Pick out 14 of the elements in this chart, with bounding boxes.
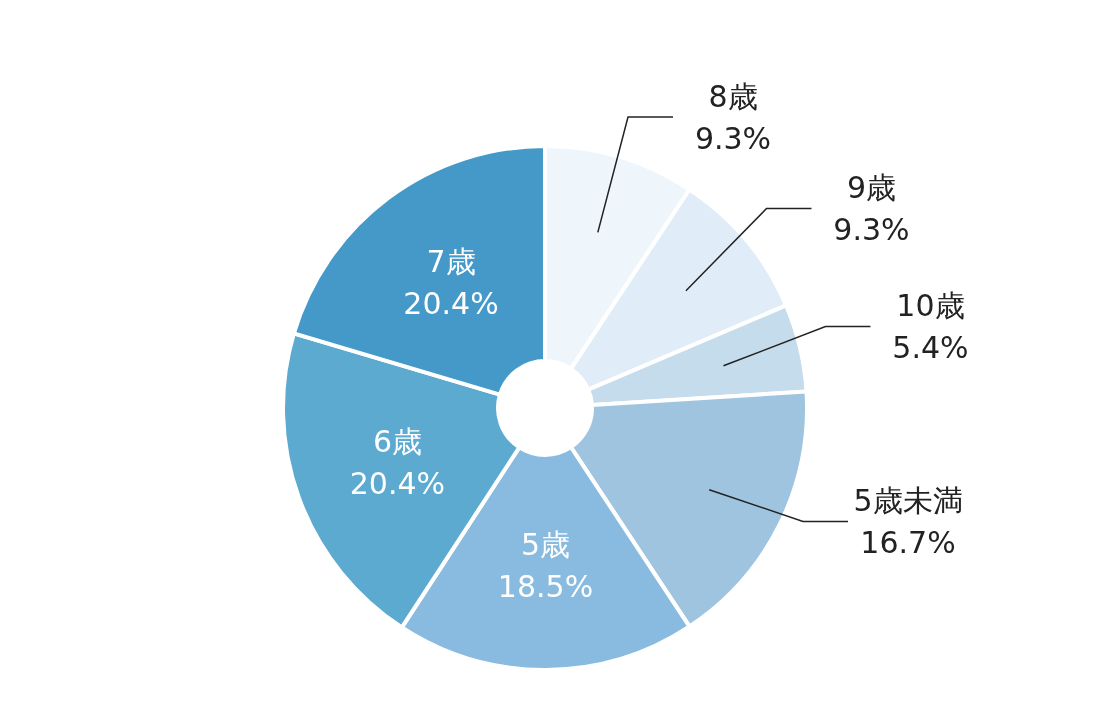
slice-label: 8歳 [708,78,758,114]
data-label: 20.4% [349,465,446,501]
slice-label: 5歳 [520,526,571,562]
slice-label: 9歳 [846,170,897,206]
data-label: 9.3% [694,120,772,156]
data-label: 16.7% [860,524,956,560]
slice-label: 7歳 [426,243,476,279]
slice-label: 6歳 [372,423,422,459]
data-label: 5.4% [892,330,969,366]
slice-label: 5歳未満 [853,482,963,518]
data-label: 18.5% [497,568,594,604]
data-label: 9.3% [833,212,910,248]
slice-label: 10歳 [896,288,965,324]
data-label: 20.4% [403,285,499,321]
